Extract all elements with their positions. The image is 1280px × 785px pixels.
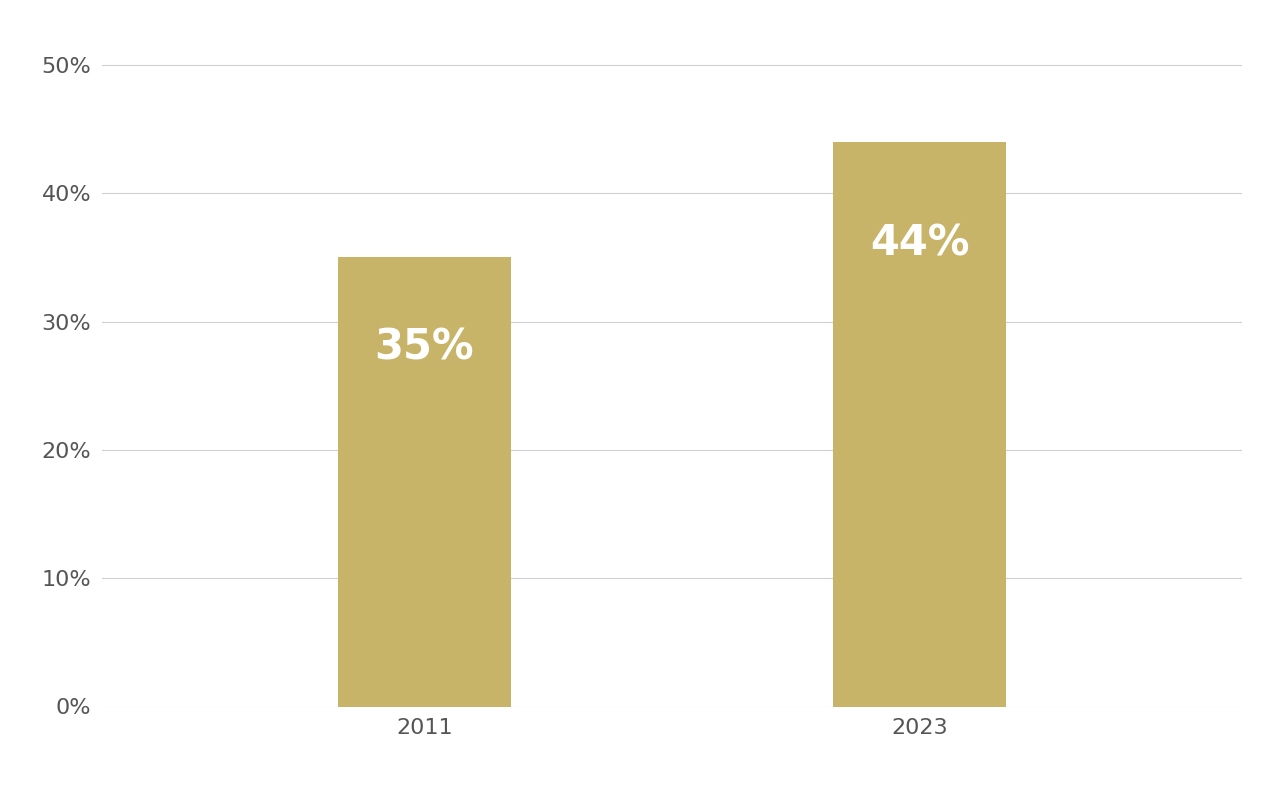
Bar [338,257,511,706]
Text: 35%: 35% [375,327,474,368]
Bar [833,142,1006,707]
Text: 44%: 44% [870,222,969,265]
